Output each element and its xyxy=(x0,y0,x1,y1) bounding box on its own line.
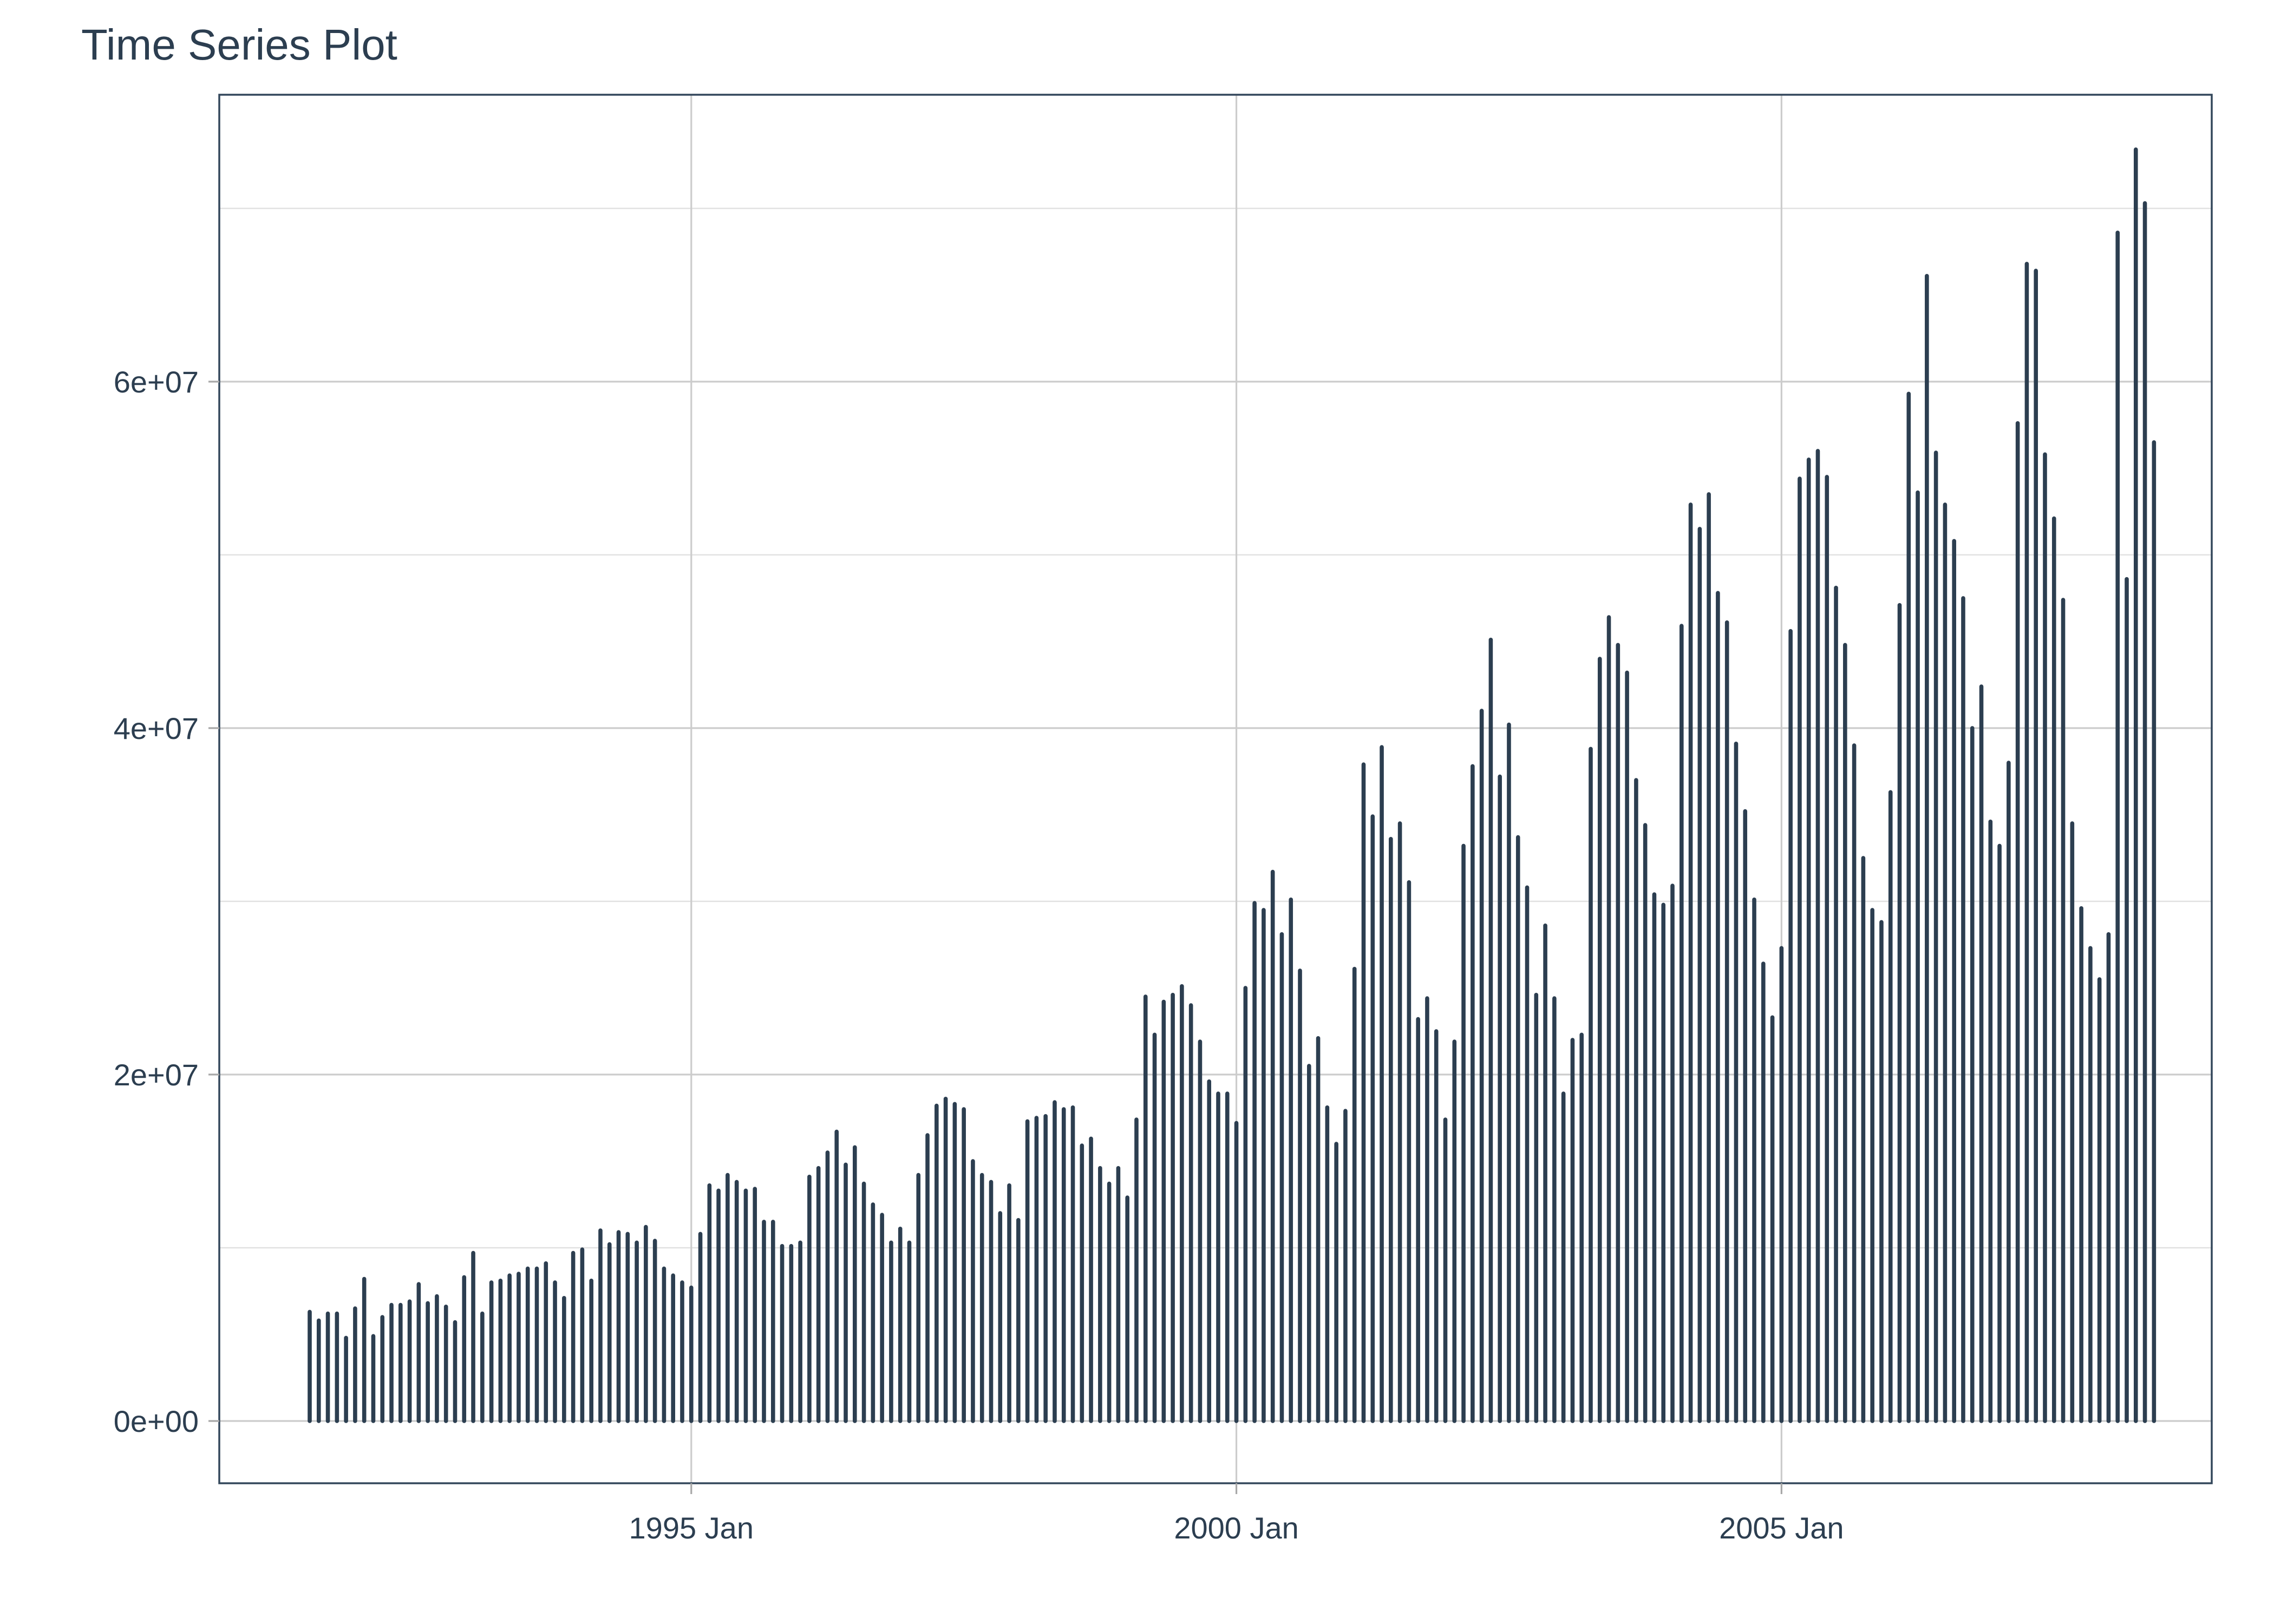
bar-series xyxy=(308,147,2157,1423)
y-axis-labels: 0e+00 2e+07 4e+07 6e+07 xyxy=(114,365,199,1438)
x-axis-tick-label: 2005 Jan xyxy=(1719,1511,1844,1545)
y-axis-tick-label: 0e+00 xyxy=(114,1404,199,1438)
axis-tick-marks xyxy=(208,381,1782,1494)
x-axis-labels: 1995 Jan 2000 Jan 2005 Jan xyxy=(629,1511,1844,1545)
x-axis-tick-label: 2000 Jan xyxy=(1174,1511,1298,1545)
x-axis-tick-label: 1995 Jan xyxy=(629,1511,754,1545)
y-axis-tick-label: 4e+07 xyxy=(114,711,199,745)
y-axis-tick-label: 2e+07 xyxy=(114,1058,199,1092)
chart-title: Time Series Plot xyxy=(81,21,397,69)
panel-border xyxy=(218,94,2213,1484)
y-axis-tick-label: 6e+07 xyxy=(114,365,199,399)
